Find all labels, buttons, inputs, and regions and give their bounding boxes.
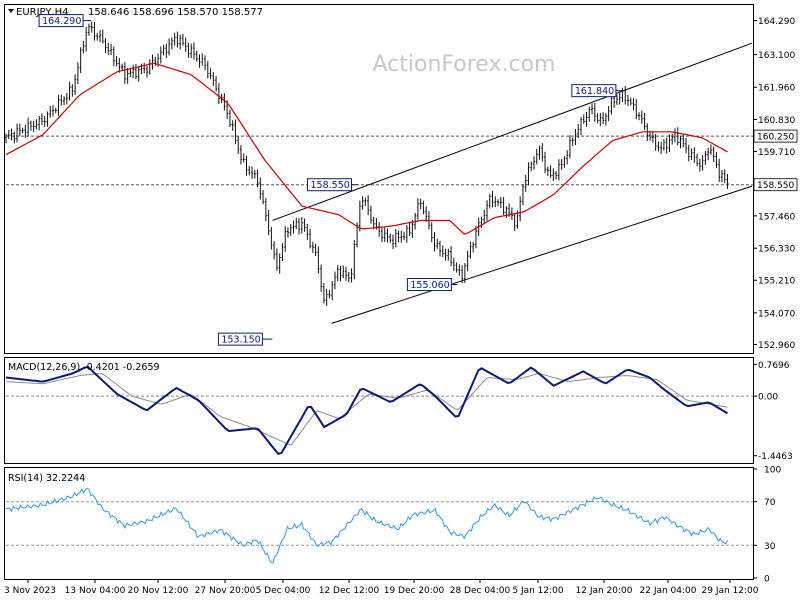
time-tick-label: 29 Jan 12:00 xyxy=(702,586,759,596)
macd-signal-line xyxy=(5,372,728,446)
price-y-tick-label: 156.330 xyxy=(758,245,795,255)
macd-y-tick-label: 0.7696 xyxy=(758,361,790,371)
rsi-line xyxy=(5,487,728,564)
level-label: 158.550 xyxy=(757,181,794,191)
key-point-label: 158.550 xyxy=(311,180,350,191)
rsi-y-axis: 100 70 30 0 xyxy=(6,466,781,585)
level-label: 160.250 xyxy=(757,133,794,143)
time-x-axis: 3 Nov 2023 13 Nov 04:00 20 Nov 12:00 27 Nov… xyxy=(4,579,759,596)
key-point-label: 161.840 xyxy=(575,86,614,97)
rsi-line-path xyxy=(5,487,728,564)
price-y-tick-label: 161.960 xyxy=(758,84,795,94)
moving-average xyxy=(5,62,728,235)
key-point-label: 153.150 xyxy=(221,335,260,346)
price-y-tick-label: 164.290 xyxy=(758,17,795,27)
moving-average-line xyxy=(5,62,728,235)
price-y-tick-label: 152.960 xyxy=(758,341,795,351)
time-tick-label: 12 Dec 12:00 xyxy=(319,586,380,596)
time-tick-label: 20 Nov 12:00 xyxy=(128,586,189,596)
time-tick-label: 3 Nov 2023 xyxy=(4,586,56,596)
macd-title: MACD(12,26,9) -0.4201 -0.2659 xyxy=(8,362,160,373)
channel-upper-line xyxy=(272,42,753,221)
price-y-tick-label: 160.830 xyxy=(758,116,795,126)
time-tick-label: 5 Jan 12:00 xyxy=(512,586,564,596)
rsi-y-tick-label: 0 xyxy=(764,575,770,585)
time-tick-label: 19 Dec 20:00 xyxy=(384,586,445,596)
candles xyxy=(5,21,729,306)
price-panel xyxy=(4,4,754,354)
rsi-title: RSI(14) 32.2244 xyxy=(8,473,85,484)
price-y-tick-label: 155.210 xyxy=(758,277,795,287)
rsi-panel xyxy=(4,467,754,580)
channel-lower-line xyxy=(331,185,753,324)
price-y-tick-label: 154.070 xyxy=(758,309,795,319)
price-header-symbol: EURJPY,H4 xyxy=(16,7,69,18)
collapse-triangle-icon[interactable] xyxy=(8,9,14,13)
time-tick-label: 12 Jan 20:00 xyxy=(576,586,633,596)
rsi-y-tick-label: 100 xyxy=(764,466,781,476)
macd-main-line xyxy=(5,365,729,455)
price-channel xyxy=(272,42,753,324)
rsi-y-tick-label: 30 xyxy=(764,542,776,552)
time-tick-label: 13 Nov 04:00 xyxy=(65,586,126,596)
watermark: ActionForex.com xyxy=(373,52,556,77)
macd-y-tick-label: -1.4463 xyxy=(758,452,793,462)
macd-panel xyxy=(4,357,754,464)
macd-lines xyxy=(5,365,729,455)
rsi-y-tick-label: 70 xyxy=(764,498,776,508)
time-tick-label: 28 Dec 04:00 xyxy=(450,586,511,596)
level-label-box xyxy=(753,178,798,192)
key-point-labels: 164.290 153.150 158.550 155.060 161.840 xyxy=(38,14,624,346)
level-label-box xyxy=(753,129,798,143)
key-point-label: 164.290 xyxy=(42,16,81,27)
macd-y-axis: 0.7696 0.00 -1.4463 xyxy=(6,361,793,462)
price-y-tick-label: 157.460 xyxy=(758,212,795,222)
time-tick-label: 22 Jan 04:00 xyxy=(640,586,697,596)
macd-y-tick-label: 0.00 xyxy=(758,393,778,403)
key-point-label: 155.060 xyxy=(410,280,449,291)
price-y-tick-label: 159.710 xyxy=(758,148,795,158)
price-header-ohlc: 158.646 158.696 158.570 158.577 xyxy=(88,7,263,18)
time-tick-label: 5 Dec 04:00 xyxy=(256,586,311,596)
time-tick-label: 27 Nov 20:00 xyxy=(195,586,256,596)
price-y-tick-label: 163.100 xyxy=(758,51,795,61)
